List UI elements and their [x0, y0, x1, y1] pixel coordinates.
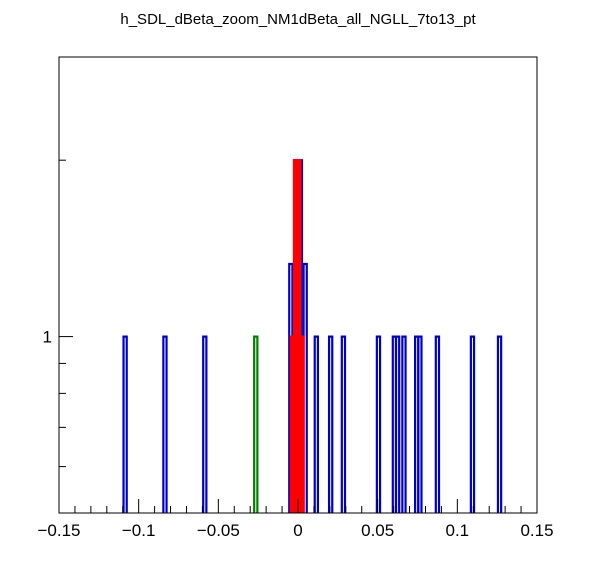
series-0-bar-15	[417, 335, 423, 513]
y-tick-label-0: 1	[43, 328, 52, 347]
series-0-bar-16	[434, 335, 441, 513]
x-tick-label-2: −0.05	[197, 521, 240, 540]
x-tick-label-5: 0.1	[446, 521, 470, 540]
series-0-bar-0	[122, 335, 128, 513]
series-0-bar-13	[401, 335, 407, 513]
y-axis-ticks: 1	[43, 56, 73, 514]
series-0-bar-8	[327, 335, 334, 513]
x-tick-label-0: −0.15	[37, 521, 80, 540]
x-tick-label-3: 0	[293, 521, 302, 540]
series-0-bar-17	[469, 335, 476, 513]
series-0-bar-7	[313, 335, 320, 513]
series-0-bar-1	[162, 335, 168, 513]
x-tick-label-6: 0.15	[520, 521, 553, 540]
series-0-bar-12	[394, 335, 401, 513]
bars-layer	[122, 159, 503, 513]
series-0-bar-9	[340, 335, 347, 513]
x-tick-label-4: 0.05	[361, 521, 394, 540]
series-1-bar-0	[253, 335, 259, 513]
chart-title: h_SDL_dBeta_zoom_NM1dBeta_all_NGLL_7to13…	[120, 11, 476, 28]
series-0-bar-2	[202, 335, 208, 513]
x-tick-label-1: −0.1	[122, 521, 156, 540]
x-axis-ticks: −0.15 −0.1 −0.05 0 0.05 0.1 0.15	[37, 499, 554, 540]
series-2-peak-fill	[294, 160, 301, 513]
series-0-bar-10	[375, 335, 382, 513]
series-0-bar-18	[496, 335, 503, 513]
